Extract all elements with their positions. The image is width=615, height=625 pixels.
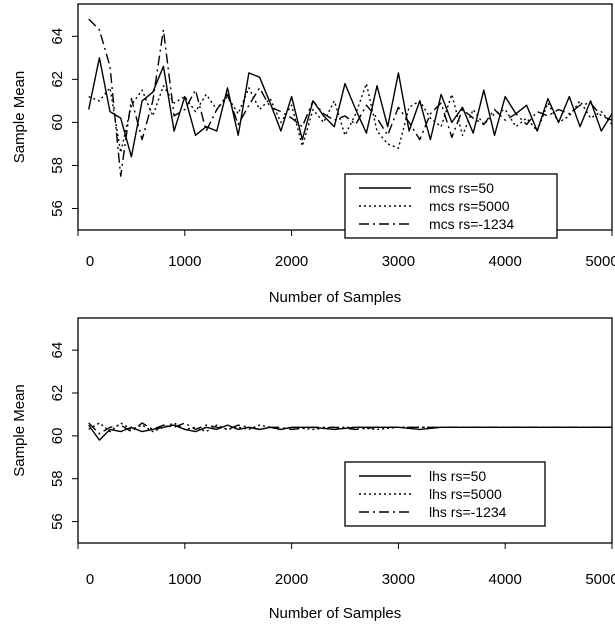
- chart-panel-1: 0 1000 2000 3000 4000 5000 56 58 60 62 64 Number of…: [11, 3, 615, 306]
- x-tick-label: 5000: [585, 253, 615, 270]
- series-line-3: [88, 422, 612, 435]
- x-axis-label: Number of Samples: [269, 605, 402, 622]
- series-line-3: [88, 18, 612, 177]
- x-tick-label: 2000: [275, 571, 308, 588]
- x-tick-label: 2000: [275, 253, 308, 270]
- y-axis-label: Sample Mean: [11, 384, 28, 477]
- legend-label: lhs rs=-1234: [429, 504, 507, 520]
- y-tick-label: 56: [49, 513, 66, 530]
- y-tick-label: 58: [49, 157, 66, 174]
- x-tick-label: 0: [86, 253, 94, 270]
- y-tick-label: 62: [49, 71, 66, 88]
- y-tick-label: 60: [49, 114, 66, 131]
- x-tick-label: 4000: [489, 571, 522, 588]
- series-line-1: [88, 57, 612, 158]
- y-tick-label: 56: [49, 200, 66, 217]
- legend-label: mcs rs=-1234: [429, 216, 514, 232]
- y-tick-label: 64: [49, 342, 66, 359]
- y-tick-label: 58: [49, 470, 66, 487]
- legend-label: mcs rs=5000: [429, 198, 510, 214]
- x-tick-label: 4000: [489, 253, 522, 270]
- x-tick-label: 5000: [585, 571, 615, 588]
- plot-frame: [77, 317, 613, 544]
- x-tick-label: 3000: [382, 571, 415, 588]
- legend: lhs rs=50 lhs rs=5000 lhs rs=-1234: [344, 461, 546, 527]
- legend-label: lhs rs=50: [429, 468, 486, 484]
- x-axis-label: Number of Samples: [269, 289, 402, 306]
- chart-panel-2: 0 1000 2000 3000 4000 5000 56 58 60 62 64 Number of…: [11, 317, 615, 622]
- x-tick-label: 0: [86, 571, 94, 588]
- y-axis-label: Sample Mean: [11, 71, 28, 164]
- legend-label: lhs rs=5000: [429, 486, 502, 502]
- legend: mcs rs=50 mcs rs=5000 mcs rs=-1234: [344, 173, 558, 239]
- y-tick-label: 62: [49, 385, 66, 402]
- y-tick-label: 60: [49, 428, 66, 445]
- x-tick-label: 1000: [168, 253, 201, 270]
- y-tick-label: 64: [49, 28, 66, 45]
- x-tick-label: 1000: [168, 571, 201, 588]
- legend-label: mcs rs=50: [429, 180, 494, 196]
- series-line-2: [88, 82, 612, 154]
- x-tick-label: 3000: [382, 253, 415, 270]
- legend-box: [344, 461, 546, 527]
